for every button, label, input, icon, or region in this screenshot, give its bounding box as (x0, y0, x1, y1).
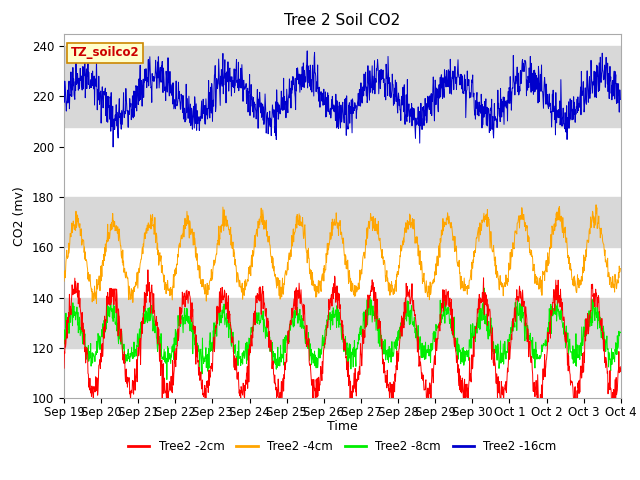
Text: TZ_soilco2: TZ_soilco2 (70, 47, 140, 60)
Y-axis label: CO2 (mv): CO2 (mv) (13, 186, 26, 246)
Bar (64, 46, 621, 127)
Bar (64, 298, 621, 348)
Legend: Tree2 -2cm, Tree2 -4cm, Tree2 -8cm, Tree2 -16cm: Tree2 -2cm, Tree2 -4cm, Tree2 -8cm, Tree… (124, 436, 561, 458)
X-axis label: Time: Time (327, 420, 358, 433)
Title: Tree 2 Soil CO2: Tree 2 Soil CO2 (284, 13, 401, 28)
Bar (64, 197, 621, 248)
